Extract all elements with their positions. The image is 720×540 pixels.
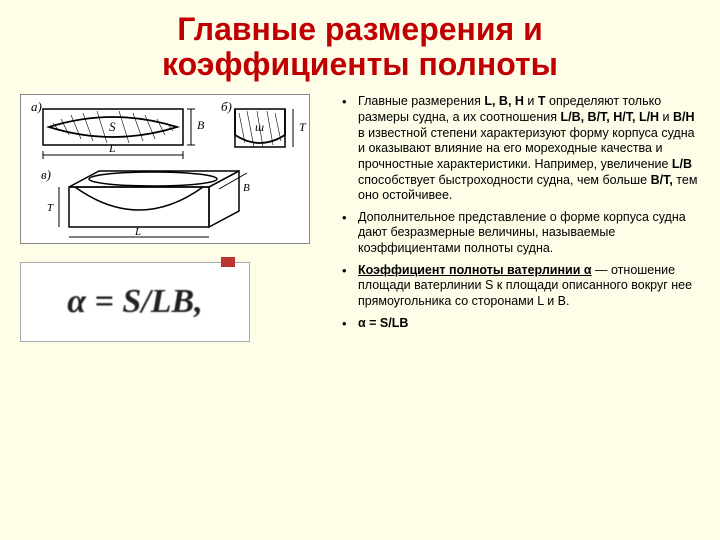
svg-text:S: S [109,119,116,134]
svg-text:б): б) [221,99,232,114]
svg-text:B: B [243,182,250,194]
svg-text:T: T [299,120,307,134]
content-area: a) S L [20,94,700,342]
title-line1: Главные размерения и [177,11,543,47]
svg-text:L: L [108,141,116,155]
svg-text:в): в) [41,167,51,182]
svg-text:a): a) [31,99,42,114]
marker-icon [221,257,235,267]
bullet-item: Дополнительное представление о форме кор… [342,210,700,257]
svg-text:ш: ш [255,120,264,134]
ship-dimensions-diagram: a) S L [20,94,310,244]
formula-text: α = S/LB, [67,283,203,321]
svg-text:L: L [134,226,141,238]
slide-title: Главные размерения и коэффициенты полнот… [20,12,700,82]
formula-image: α = S/LB, [20,262,250,342]
svg-text:B: B [197,118,205,132]
right-column: Главные размерения L, B, H и T определяю… [330,94,700,342]
bullet-list: Главные размерения L, B, H и T определяю… [330,94,700,331]
bullet-item: α = S/LB [342,316,700,332]
left-column: a) S L [20,94,320,342]
title-line2: коэффициенты полноты [162,46,558,82]
bullet-item: Коэффициент полноты ватерлинии α — отнош… [342,263,700,310]
svg-text:T: T [47,202,54,214]
bullet-item: Главные размерения L, B, H и T определяю… [342,94,700,203]
